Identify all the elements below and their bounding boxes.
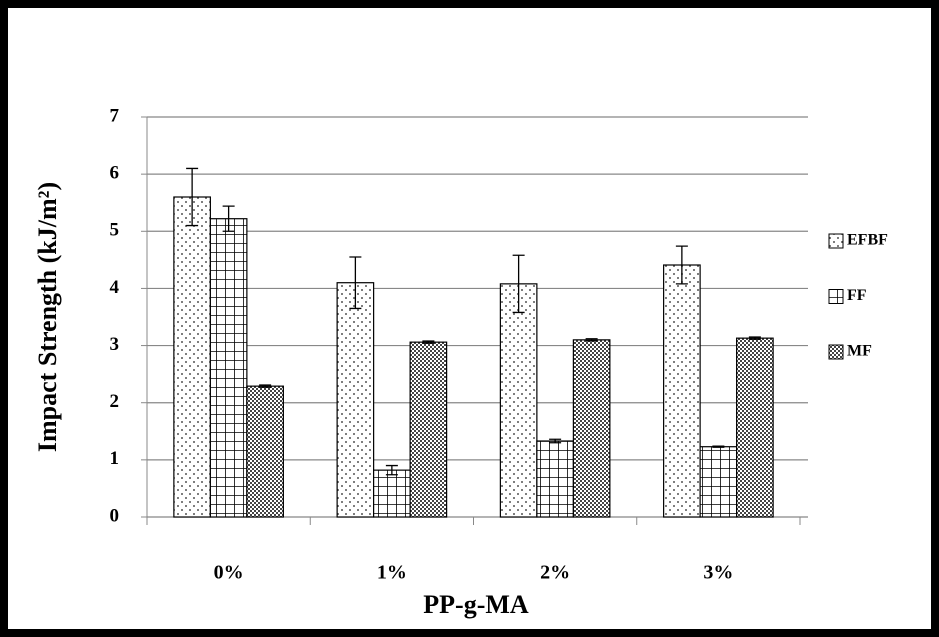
- bar: [699, 446, 738, 518]
- x-tick-label: 1%: [377, 562, 407, 584]
- bar: [663, 264, 701, 518]
- error-bar: [422, 340, 435, 344]
- error-bar: [675, 245, 688, 285]
- legend-label: EFBF: [847, 232, 888, 249]
- x-tick-label: 3%: [703, 562, 733, 584]
- bar: [173, 196, 211, 518]
- y-axis-title: Impact Strength (kJ/m²): [33, 182, 62, 452]
- y-tick-label: 1: [110, 448, 120, 469]
- error-bar: [222, 205, 235, 232]
- y-tick-label: 6: [110, 163, 120, 184]
- y-tick-label: 7: [110, 105, 120, 126]
- bar: [409, 341, 448, 518]
- legend-label: FF: [847, 287, 867, 304]
- bar: [336, 282, 375, 518]
- error-bar: [349, 256, 362, 310]
- y-tick-label: 3: [110, 334, 120, 355]
- x-tick-label: 0%: [214, 562, 244, 584]
- x-axis-title: PP-g-MA: [423, 590, 529, 619]
- x-tick-label: 2%: [540, 562, 570, 584]
- error-bar: [712, 445, 725, 448]
- bar: [246, 385, 284, 518]
- y-tick-label: 5: [110, 220, 120, 241]
- legend-swatch: [828, 233, 844, 249]
- error-bar: [549, 438, 562, 444]
- bar: [499, 283, 538, 518]
- error-bar: [259, 384, 272, 388]
- error-bar: [585, 338, 598, 342]
- bar: [736, 337, 774, 518]
- bar: [536, 440, 574, 518]
- error-bar: [512, 254, 525, 314]
- error-bar: [385, 464, 398, 476]
- bar: [209, 218, 248, 518]
- y-tick-label: 0: [110, 505, 120, 526]
- y-tick-label: 2: [110, 391, 120, 412]
- y-tick-label: 4: [110, 277, 120, 298]
- legend-swatch: [828, 344, 844, 360]
- legend-label: MF: [847, 343, 872, 360]
- error-bar: [748, 336, 761, 340]
- error-bar: [186, 167, 199, 227]
- legend-swatch: [828, 289, 844, 304]
- bar: [373, 469, 411, 518]
- bar: [572, 339, 611, 518]
